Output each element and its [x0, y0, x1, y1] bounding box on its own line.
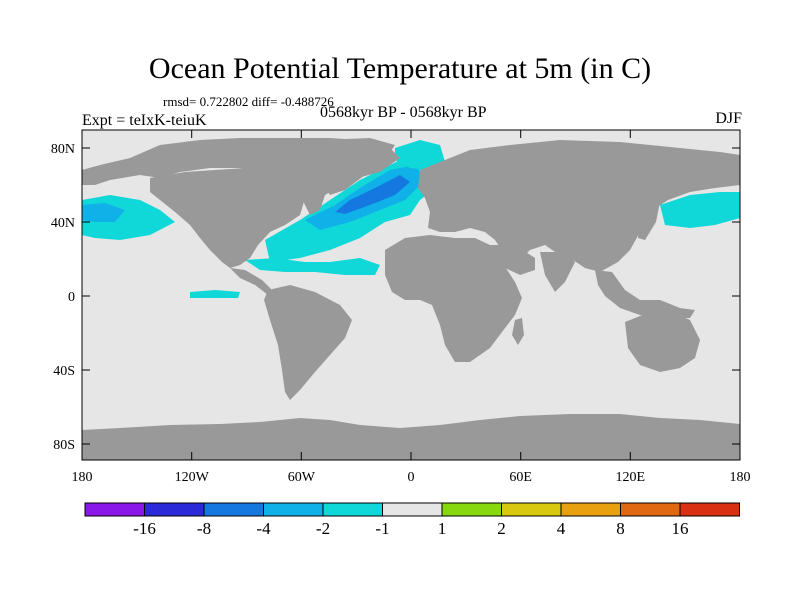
colorbar-box-6 — [382, 502, 443, 517]
colorbar-box-2 — [144, 502, 205, 517]
greenland — [315, 138, 395, 195]
antarctica — [82, 414, 740, 460]
lon-label-180e: 180 — [730, 470, 751, 485]
arabia — [490, 245, 535, 275]
southeast-asia — [595, 270, 695, 318]
colorbar-box-4 — [263, 502, 324, 517]
colorbar-label-4: -2 — [316, 519, 330, 538]
map-title: Ocean Potential Temperature at 5m (in C) — [148, 52, 652, 85]
central-america — [230, 268, 272, 295]
eurasia — [418, 140, 740, 272]
lon-label-180w: 180 — [72, 470, 93, 485]
colorbar-box-5 — [322, 502, 383, 517]
north-atlantic-strong — [335, 175, 410, 214]
colorbar-box-9 — [560, 502, 621, 517]
colorbar-label-2: -8 — [197, 519, 211, 538]
colorbar-box-10 — [620, 502, 681, 517]
south-america — [264, 285, 352, 400]
colorbar-box-8 — [501, 502, 562, 517]
lat-ticks — [82, 147, 740, 445]
colorbar-label-10: 16 — [672, 519, 689, 538]
colorbar-box-1 — [84, 502, 145, 517]
colorbar-label-6: 1 — [438, 519, 447, 538]
india — [540, 252, 575, 292]
lon-label-120w: 120W — [175, 470, 210, 485]
lat-label-80s: 80S — [53, 438, 75, 453]
caribbean-anomaly — [245, 258, 380, 275]
stats-text: rmsd= 0.722802 diff= -0.488726 — [163, 94, 334, 109]
colorbar-box-11 — [679, 502, 740, 517]
lon-label-120e: 120E — [616, 470, 646, 485]
lon-ticks — [81, 130, 741, 460]
nordic-seas-anomaly — [395, 140, 445, 170]
lat-labels: 80N 40N 0 40S 80S — [51, 142, 75, 453]
north-pacific-west-strong — [82, 203, 125, 222]
experiment-label: Expt = teIxK-teiuK — [82, 112, 207, 129]
japan — [638, 202, 660, 240]
north-america — [150, 168, 305, 268]
land-masses — [82, 138, 740, 460]
colorbar-label-1: -16 — [133, 519, 156, 538]
colorbar-label-5: -1 — [375, 519, 389, 538]
colorbar-label-8: 4 — [557, 519, 566, 538]
colorbar-label-7: 2 — [497, 519, 506, 538]
australia — [625, 312, 700, 372]
madagascar — [512, 318, 524, 345]
equatorial-pacific-anomaly — [190, 290, 240, 298]
colorbar: -16 -8 -4 -2 -1 1 2 4 8 16 — [84, 502, 740, 538]
lon-labels: 180 120W 60W 0 60E 120E 180 — [72, 470, 751, 485]
period-label: 0568kyr BP - 0568kyr BP — [320, 104, 487, 121]
season-label: DJF — [715, 110, 742, 127]
africa — [385, 235, 522, 362]
lat-label-40s: 40S — [53, 364, 75, 379]
colorbar-box-7 — [441, 502, 502, 517]
colorbar-box-3 — [203, 502, 264, 517]
colorbar-label-9: 8 — [616, 519, 625, 538]
lon-label-60w: 60W — [288, 470, 316, 485]
lat-label-40n: 40N — [51, 216, 75, 231]
lon-label-60e: 60E — [509, 470, 532, 485]
lat-label-0: 0 — [68, 290, 75, 305]
north-pacific-east-anomaly — [660, 192, 740, 228]
colorbar-label-3: -4 — [256, 519, 271, 538]
lon-label-0: 0 — [408, 470, 415, 485]
lat-label-80n: 80N — [51, 142, 75, 157]
